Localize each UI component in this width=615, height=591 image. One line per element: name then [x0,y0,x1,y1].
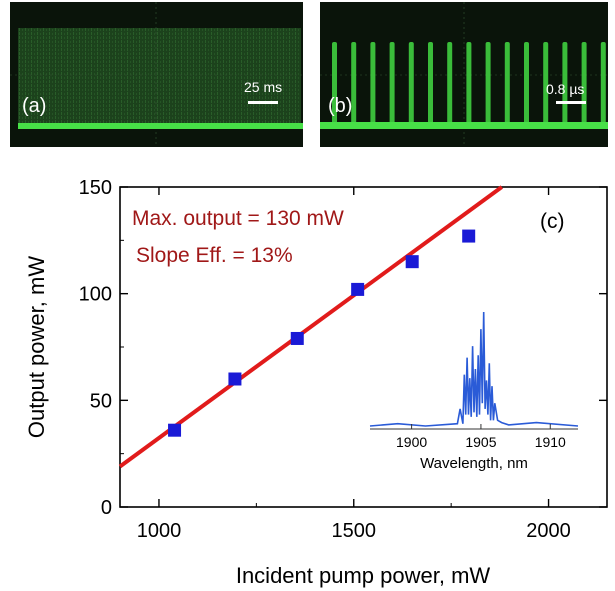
panel-a: (a) 25 ms [10,2,303,147]
x-axis-label: Incident pump power, mW [236,563,491,588]
y-tick-label: 50 [90,390,112,412]
scope-pulse [543,42,549,126]
scope-pulse [370,42,376,126]
inset-x-tick-label: 1910 [535,434,566,450]
panel-a-scale-label: 25 ms [244,79,282,95]
data-point [462,229,476,243]
scope-pulse [389,42,395,126]
panel-a-label: (a) [22,95,46,117]
scope-pulse [447,42,453,126]
plot-frame [119,186,608,508]
x-tick-label: 2000 [526,520,571,542]
panel-c-label: (c) [540,210,565,233]
inset-x-axis-label: Wavelength, nm [420,455,528,472]
data-point [405,255,419,269]
scope-pulse [581,42,587,126]
annotation-slope: Slope Eff. = 13% [136,244,293,267]
scope-b-baseline [320,122,608,129]
data-point [228,372,242,386]
scope-pulse [351,42,357,126]
panel-b-label: (b) [328,95,352,117]
scope-a-baseline [18,123,303,129]
data-point [168,423,182,437]
scope-pulse [524,42,529,126]
fit-line [118,185,503,469]
panel-b: (b) 0.8 µs [320,2,608,147]
scope-pulse [600,42,606,126]
inset-spectrum-line [369,311,579,427]
annotation-max-output: Max. output = 130 mW [132,207,344,230]
panel-b-scale-label: 0.8 µs [546,81,584,97]
scope-pulse [428,42,433,126]
inset-x-tick-label: 1900 [396,434,427,450]
x-tick-label: 1500 [332,520,377,542]
data-point [290,331,304,345]
scope-pulse [466,42,472,126]
y-tick-label: 150 [79,177,112,199]
scope-a-noise-band [18,28,301,124]
y-tick-label: 100 [79,284,112,306]
panel-b-scale-bar [556,101,586,104]
main-chart: 1000 1500 2000 0 50 100 150 Max. output = 130 … [24,177,608,588]
scope-pulse [332,42,337,126]
scope-pulse [504,42,510,126]
panel-a-scale-bar [248,101,278,104]
inset-x-tick-label: 1905 [465,434,496,450]
scope-pulse [562,42,568,126]
y-axis-label: Output power, mW [24,256,49,438]
y-tick-label: 0 [101,497,112,519]
x-tick-label: 1000 [137,520,182,542]
scope-pulse [408,42,414,126]
scope-pulse [485,42,491,126]
data-point [351,282,365,296]
